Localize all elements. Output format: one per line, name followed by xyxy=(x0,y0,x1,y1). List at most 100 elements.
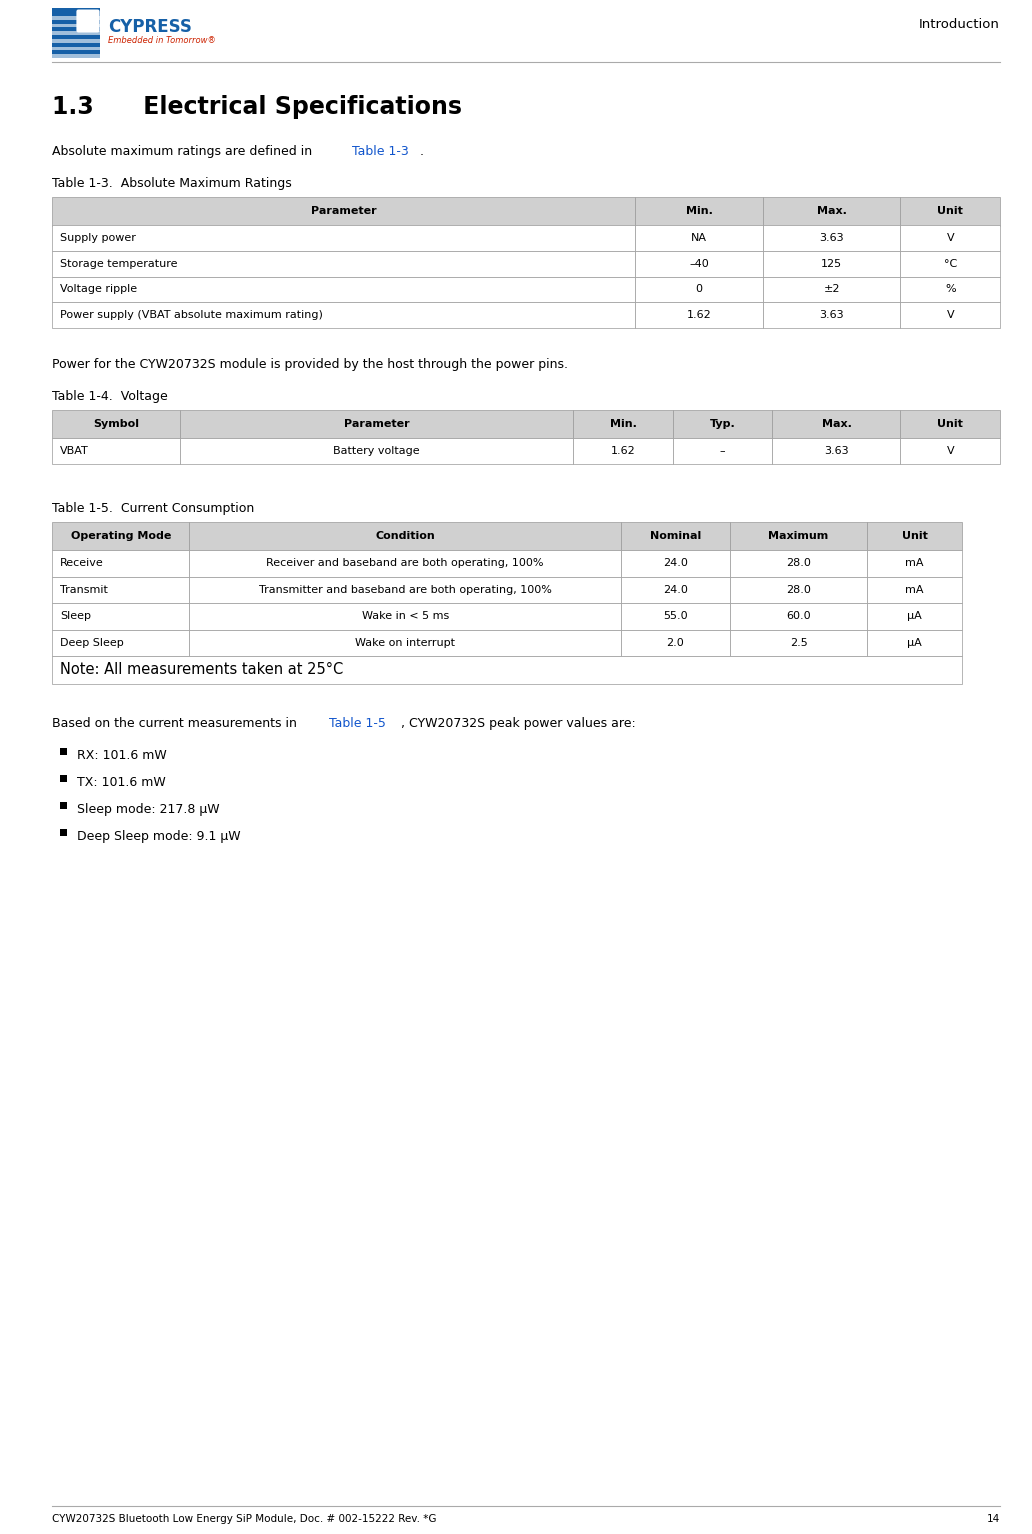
Text: Embedded in Tomorrow®: Embedded in Tomorrow® xyxy=(108,35,216,44)
Text: Unit: Unit xyxy=(937,206,963,216)
Text: 1.62: 1.62 xyxy=(686,310,711,319)
Bar xyxy=(730,603,867,629)
Text: 2.5: 2.5 xyxy=(789,638,807,647)
Bar xyxy=(52,577,190,603)
Text: Min.: Min. xyxy=(685,206,712,216)
Bar xyxy=(190,551,621,577)
Text: Sleep: Sleep xyxy=(60,611,91,621)
Bar xyxy=(52,23,100,28)
Bar xyxy=(673,410,773,439)
Bar xyxy=(867,629,962,657)
Bar xyxy=(52,196,635,225)
Bar xyxy=(621,603,730,629)
Text: Nominal: Nominal xyxy=(650,531,701,542)
Text: Receive: Receive xyxy=(60,558,104,568)
Text: VBAT: VBAT xyxy=(60,446,89,456)
Bar xyxy=(52,657,962,684)
Text: mA: mA xyxy=(905,584,924,595)
Bar xyxy=(60,747,67,755)
Bar xyxy=(52,54,100,58)
Bar xyxy=(635,302,763,327)
Bar xyxy=(52,551,190,577)
Text: Power supply (VBAT absolute maximum rating): Power supply (VBAT absolute maximum rati… xyxy=(60,310,323,319)
Text: Note: All measurements taken at 25°C: Note: All measurements taken at 25°C xyxy=(60,663,344,678)
Bar xyxy=(60,828,67,836)
Text: Table 1-5: Table 1-5 xyxy=(329,716,386,730)
Bar xyxy=(190,522,621,551)
Text: Deep Sleep mode: 9.1 μW: Deep Sleep mode: 9.1 μW xyxy=(77,830,240,842)
Text: CYW20732S Bluetooth Low Energy SiP Module, Doc. # 002-15222 Rev. *G: CYW20732S Bluetooth Low Energy SiP Modul… xyxy=(52,1514,437,1523)
Text: Min.: Min. xyxy=(610,419,637,428)
Bar xyxy=(52,252,635,276)
Text: –: – xyxy=(720,446,725,456)
Bar xyxy=(52,302,635,327)
Text: 2.0: 2.0 xyxy=(667,638,684,647)
Bar xyxy=(773,410,901,439)
Text: mA: mA xyxy=(905,558,924,568)
Bar xyxy=(773,439,901,463)
Text: NA: NA xyxy=(691,233,707,244)
Bar xyxy=(52,31,100,35)
Bar xyxy=(901,302,1000,327)
Text: .: . xyxy=(419,146,423,158)
Text: , CYW20732S peak power values are:: , CYW20732S peak power values are: xyxy=(397,716,636,730)
Bar xyxy=(901,252,1000,276)
Text: Unit: Unit xyxy=(902,531,928,542)
Text: Maximum: Maximum xyxy=(769,531,829,542)
Text: 125: 125 xyxy=(821,259,842,268)
Text: Voltage ripple: Voltage ripple xyxy=(60,284,137,295)
Bar xyxy=(673,439,773,463)
Text: Transmit: Transmit xyxy=(60,584,108,595)
Text: Parameter: Parameter xyxy=(311,206,377,216)
Text: Unit: Unit xyxy=(937,419,963,428)
Bar xyxy=(763,225,901,252)
Text: Based on the current measurements in: Based on the current measurements in xyxy=(52,716,301,730)
FancyBboxPatch shape xyxy=(76,9,100,32)
Bar xyxy=(60,775,67,782)
Bar xyxy=(621,522,730,551)
Text: μA: μA xyxy=(907,611,922,621)
Bar xyxy=(190,577,621,603)
Bar xyxy=(574,410,673,439)
Text: Max.: Max. xyxy=(816,206,846,216)
Bar xyxy=(867,522,962,551)
Text: %: % xyxy=(945,284,956,295)
Text: Table 1-5.  Current Consumption: Table 1-5. Current Consumption xyxy=(52,502,254,514)
Text: Storage temperature: Storage temperature xyxy=(60,259,178,268)
Text: V: V xyxy=(946,446,954,456)
Bar xyxy=(52,522,190,551)
Bar xyxy=(60,802,67,810)
Bar xyxy=(621,577,730,603)
Text: Table 1-3.  Absolute Maximum Ratings: Table 1-3. Absolute Maximum Ratings xyxy=(52,176,292,190)
Bar xyxy=(52,439,180,463)
Bar xyxy=(52,8,100,58)
Bar xyxy=(901,225,1000,252)
Text: Max.: Max. xyxy=(821,419,851,428)
Text: 60.0: 60.0 xyxy=(786,611,811,621)
Bar xyxy=(901,439,1000,463)
Bar xyxy=(763,252,901,276)
Text: Transmitter and baseband are both operating, 100%: Transmitter and baseband are both operat… xyxy=(259,584,551,595)
Bar xyxy=(52,410,180,439)
Bar xyxy=(52,46,100,51)
Bar xyxy=(867,577,962,603)
Text: Receiver and baseband are both operating, 100%: Receiver and baseband are both operating… xyxy=(266,558,544,568)
Bar xyxy=(621,551,730,577)
Bar xyxy=(52,276,635,302)
Bar xyxy=(52,15,100,20)
Bar xyxy=(52,629,190,657)
Text: °C: °C xyxy=(943,259,957,268)
Text: Condition: Condition xyxy=(376,531,436,542)
Text: TX: 101.6 mW: TX: 101.6 mW xyxy=(77,776,166,788)
Bar xyxy=(635,252,763,276)
Bar xyxy=(635,225,763,252)
Text: 1.3      Electrical Specifications: 1.3 Electrical Specifications xyxy=(52,95,462,120)
Text: 3.63: 3.63 xyxy=(819,233,844,244)
Bar xyxy=(901,410,1000,439)
Text: Table 1-3: Table 1-3 xyxy=(352,146,409,158)
Bar xyxy=(901,196,1000,225)
Bar xyxy=(52,38,100,43)
Text: Parameter: Parameter xyxy=(344,419,410,428)
Bar xyxy=(635,196,763,225)
Text: Wake on interrupt: Wake on interrupt xyxy=(355,638,455,647)
